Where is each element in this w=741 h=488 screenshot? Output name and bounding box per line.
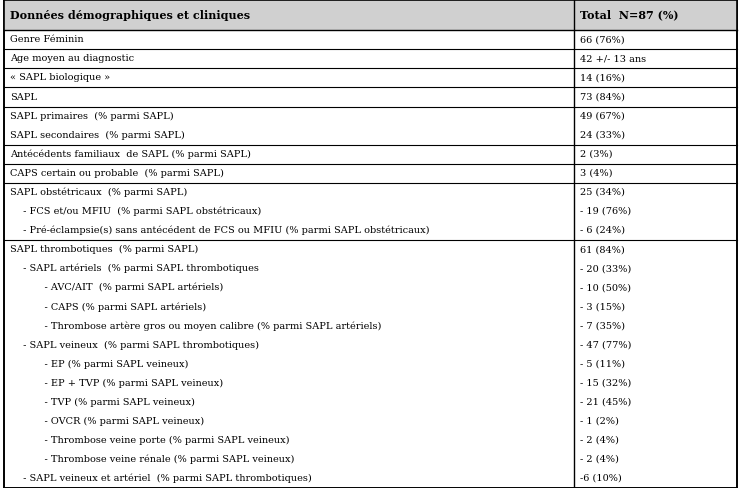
Text: 24 (33%): 24 (33%) <box>580 131 625 140</box>
Text: - 5 (11%): - 5 (11%) <box>580 360 625 368</box>
Text: - 2 (4%): - 2 (4%) <box>580 436 619 445</box>
Text: CAPS certain ou probable  (% parmi SAPL): CAPS certain ou probable (% parmi SAPL) <box>10 169 224 178</box>
Text: - 10 (50%): - 10 (50%) <box>580 283 631 292</box>
Text: 66 (76%): 66 (76%) <box>580 35 625 44</box>
Text: 25 (34%): 25 (34%) <box>580 188 625 197</box>
Text: - OVCR (% parmi SAPL veineux): - OVCR (% parmi SAPL veineux) <box>32 417 204 426</box>
Text: - 7 (35%): - 7 (35%) <box>580 322 625 330</box>
Text: 49 (67%): 49 (67%) <box>580 112 625 121</box>
Text: 73 (84%): 73 (84%) <box>580 93 625 102</box>
Text: - SAPL veineux et artériel  (% parmi SAPL thrombotiques): - SAPL veineux et artériel (% parmi SAPL… <box>20 474 312 483</box>
Text: 3 (4%): 3 (4%) <box>580 169 613 178</box>
Text: 2 (3%): 2 (3%) <box>580 150 613 159</box>
Text: - 15 (32%): - 15 (32%) <box>580 379 631 387</box>
Text: - SAPL veineux  (% parmi SAPL thrombotiques): - SAPL veineux (% parmi SAPL thrombotiqu… <box>20 341 259 349</box>
Text: Antécédents familiaux  de SAPL (% parmi SAPL): Antécédents familiaux de SAPL (% parmi S… <box>10 149 250 159</box>
Text: - AVC/AIT  (% parmi SAPL artériels): - AVC/AIT (% parmi SAPL artériels) <box>32 283 223 292</box>
Text: - Thrombose veine porte (% parmi SAPL veineux): - Thrombose veine porte (% parmi SAPL ve… <box>32 436 290 445</box>
Text: - FCS et/ou MFIU  (% parmi SAPL obstétricaux): - FCS et/ou MFIU (% parmi SAPL obstétric… <box>20 207 262 216</box>
Text: - Thrombose veine rénale (% parmi SAPL veineux): - Thrombose veine rénale (% parmi SAPL v… <box>32 455 294 464</box>
Text: - 2 (4%): - 2 (4%) <box>580 455 619 464</box>
Text: Total  N=87 (%): Total N=87 (%) <box>580 10 679 20</box>
Text: SAPL primaires  (% parmi SAPL): SAPL primaires (% parmi SAPL) <box>10 112 173 121</box>
Text: - 19 (76%): - 19 (76%) <box>580 207 631 216</box>
Text: - CAPS (% parmi SAPL artériels): - CAPS (% parmi SAPL artériels) <box>32 302 206 311</box>
Text: SAPL: SAPL <box>10 93 36 102</box>
Text: - EP (% parmi SAPL veineux): - EP (% parmi SAPL veineux) <box>32 360 188 368</box>
Text: - 3 (15%): - 3 (15%) <box>580 302 625 311</box>
Text: - EP + TVP (% parmi SAPL veineux): - EP + TVP (% parmi SAPL veineux) <box>32 379 223 387</box>
Text: - 21 (45%): - 21 (45%) <box>580 398 631 407</box>
Text: - Thrombose artère gros ou moyen calibre (% parmi SAPL artériels): - Thrombose artère gros ou moyen calibre… <box>32 321 381 331</box>
Text: 61 (84%): 61 (84%) <box>580 245 625 254</box>
Text: SAPL secondaires  (% parmi SAPL): SAPL secondaires (% parmi SAPL) <box>10 131 185 140</box>
Text: - 20 (33%): - 20 (33%) <box>580 264 631 273</box>
Text: SAPL obstétricaux  (% parmi SAPL): SAPL obstétricaux (% parmi SAPL) <box>10 187 187 197</box>
Text: - 6 (24%): - 6 (24%) <box>580 226 625 235</box>
Text: - 1 (2%): - 1 (2%) <box>580 417 619 426</box>
Text: Age moyen au diagnostic: Age moyen au diagnostic <box>10 54 134 63</box>
Text: 42 +/- 13 ans: 42 +/- 13 ans <box>580 54 646 63</box>
Text: - 47 (77%): - 47 (77%) <box>580 341 631 349</box>
Bar <box>4 0 737 30</box>
Text: Données démographiques et cliniques: Données démographiques et cliniques <box>10 10 250 20</box>
Text: - SAPL artériels  (% parmi SAPL thrombotiques: - SAPL artériels (% parmi SAPL thromboti… <box>20 264 259 273</box>
Text: SAPL thrombotiques  (% parmi SAPL): SAPL thrombotiques (% parmi SAPL) <box>10 245 198 254</box>
Text: 14 (16%): 14 (16%) <box>580 73 625 82</box>
Text: -6 (10%): -6 (10%) <box>580 474 622 483</box>
Text: « SAPL biologique »: « SAPL biologique » <box>10 73 110 82</box>
Text: - Pré-éclampsie(s) sans antécédent de FCS ou MFIU (% parmi SAPL obstétricaux): - Pré-éclampsie(s) sans antécédent de FC… <box>20 226 430 235</box>
Text: - TVP (% parmi SAPL veineux): - TVP (% parmi SAPL veineux) <box>32 398 195 407</box>
Text: Genre Féminin: Genre Féminin <box>10 35 83 44</box>
